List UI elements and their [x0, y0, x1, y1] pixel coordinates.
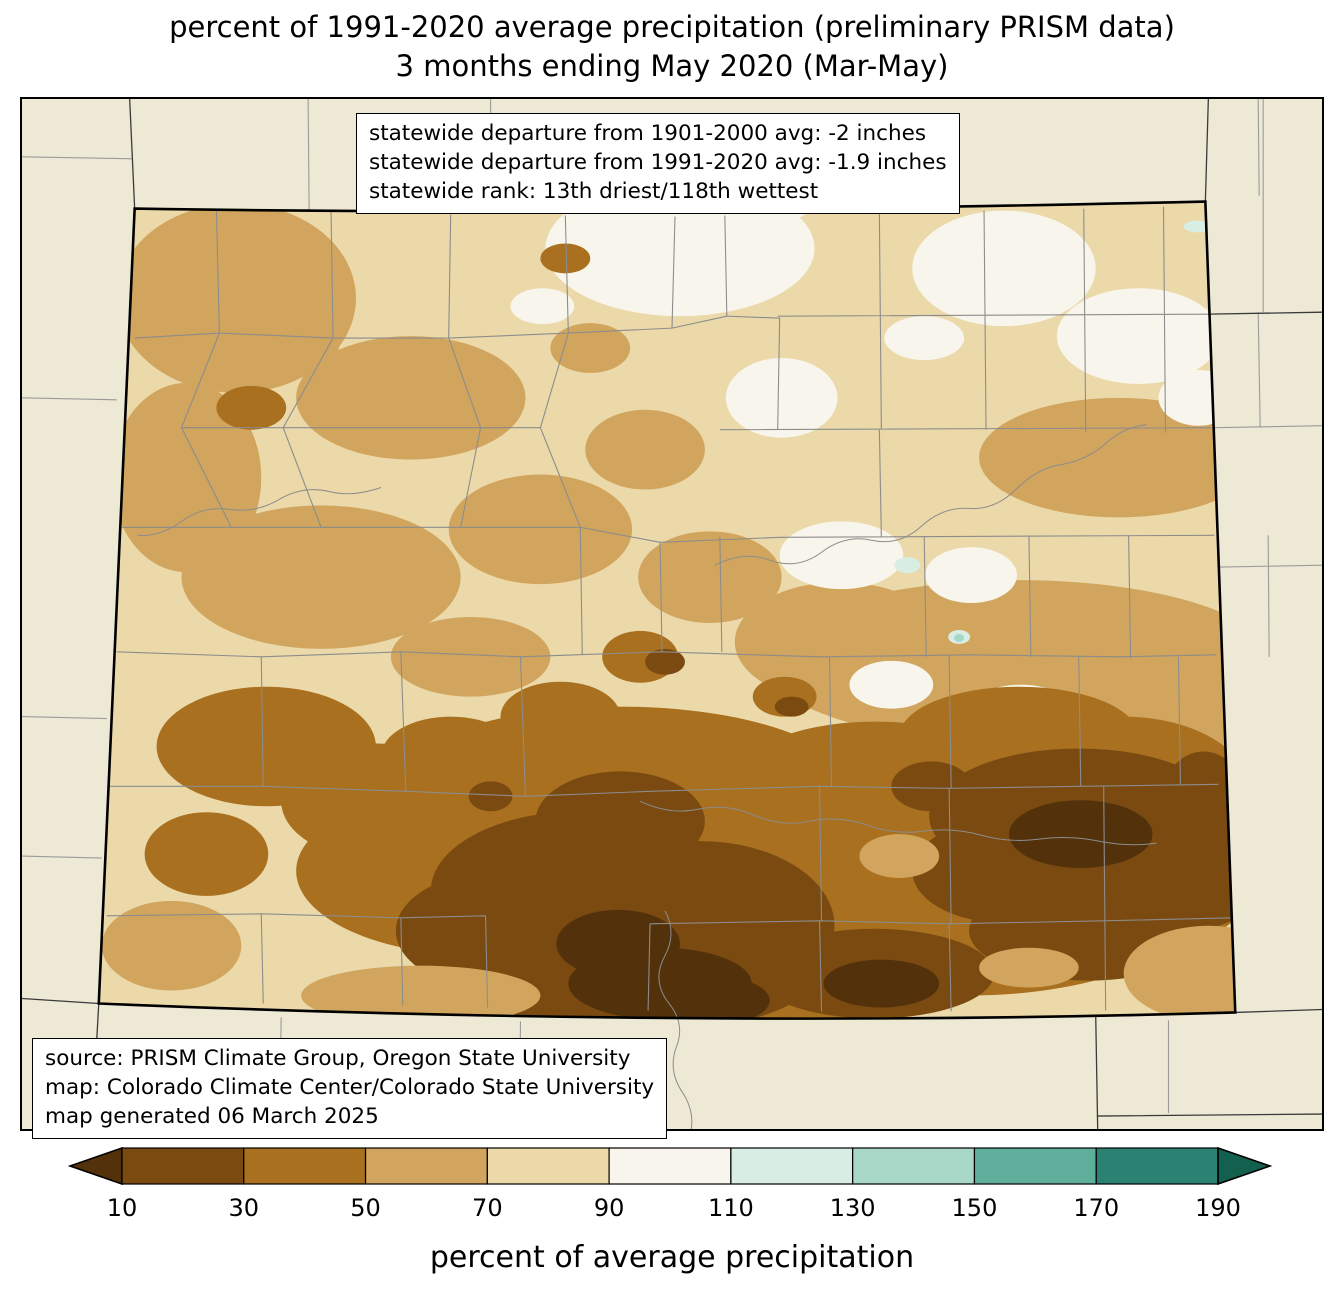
colorbar-segment	[852, 1147, 976, 1185]
colorbar-tick: 30	[228, 1194, 260, 1222]
map-axes: statewide departure from 1901-2000 avg: …	[20, 97, 1324, 1139]
colorbar-segment	[1095, 1147, 1219, 1185]
county-lines	[106, 206, 1234, 1012]
colorbar-over-arrow	[1217, 1147, 1272, 1186]
colorbar-tick: 90	[593, 1194, 625, 1222]
colorbar-tick: 190	[1195, 1194, 1241, 1222]
colorbar-tick: 170	[1073, 1194, 1120, 1222]
state-fill-layer	[98, 201, 1236, 1019]
source-credit-box: source: PRISM Climate Group, Oregon Stat…	[32, 1038, 668, 1139]
source-line-3: map generated 06 March 2025	[45, 1104, 379, 1129]
colorbar-label: percent of average precipitation	[429, 1240, 915, 1275]
source-line-2: map: Colorado Climate Center/Colorado St…	[45, 1075, 655, 1100]
title-line-1: percent of 1991-2020 average precipitati…	[169, 10, 1175, 44]
stats-line-1: statewide departure from 1901-2000 avg: …	[369, 121, 927, 146]
colorado-precipitation-map	[22, 99, 1322, 1129]
source-line-1: source: PRISM Climate Group, Oregon Stat…	[45, 1046, 631, 1071]
figure-title: percent of 1991-2020 average precipitati…	[0, 8, 1344, 86]
stats-line-3: statewide rank: 13th driest/118th wettes…	[369, 179, 819, 204]
colorbar-tick: 130	[829, 1194, 876, 1222]
band-90-110	[510, 201, 1236, 745]
stats-line-2: statewide departure from 1991-2020 avg: …	[369, 150, 947, 175]
colorbar-tick: 70	[472, 1194, 503, 1222]
colorbar-tick: 10	[106, 1194, 138, 1222]
statewide-stats-box: statewide departure from 1901-2000 avg: …	[356, 113, 960, 214]
colorbar-segment	[730, 1147, 854, 1185]
colorbar-ticks: 10 30 50 70 90 110 130 150 170 190	[68, 1194, 1272, 1226]
colorbar-under-arrow	[68, 1147, 123, 1186]
colorbar-tick: 110	[707, 1194, 754, 1222]
colorbar-segment	[121, 1147, 245, 1185]
colorbar-segment	[243, 1147, 367, 1185]
colorbar-tick: 50	[350, 1194, 381, 1222]
colorbar	[68, 1147, 1272, 1186]
colorbar-segment	[608, 1147, 732, 1185]
band-50-70-overlays	[301, 834, 1236, 1019]
colorbar-segment	[364, 1147, 488, 1185]
title-line-2: 3 months ending May 2020 (Mar-May)	[395, 49, 949, 83]
river-lines	[137, 424, 1157, 1129]
colorbar-segment	[973, 1147, 1097, 1185]
colorbar-segment	[486, 1147, 610, 1185]
colorbar-tick: 150	[951, 1194, 998, 1222]
